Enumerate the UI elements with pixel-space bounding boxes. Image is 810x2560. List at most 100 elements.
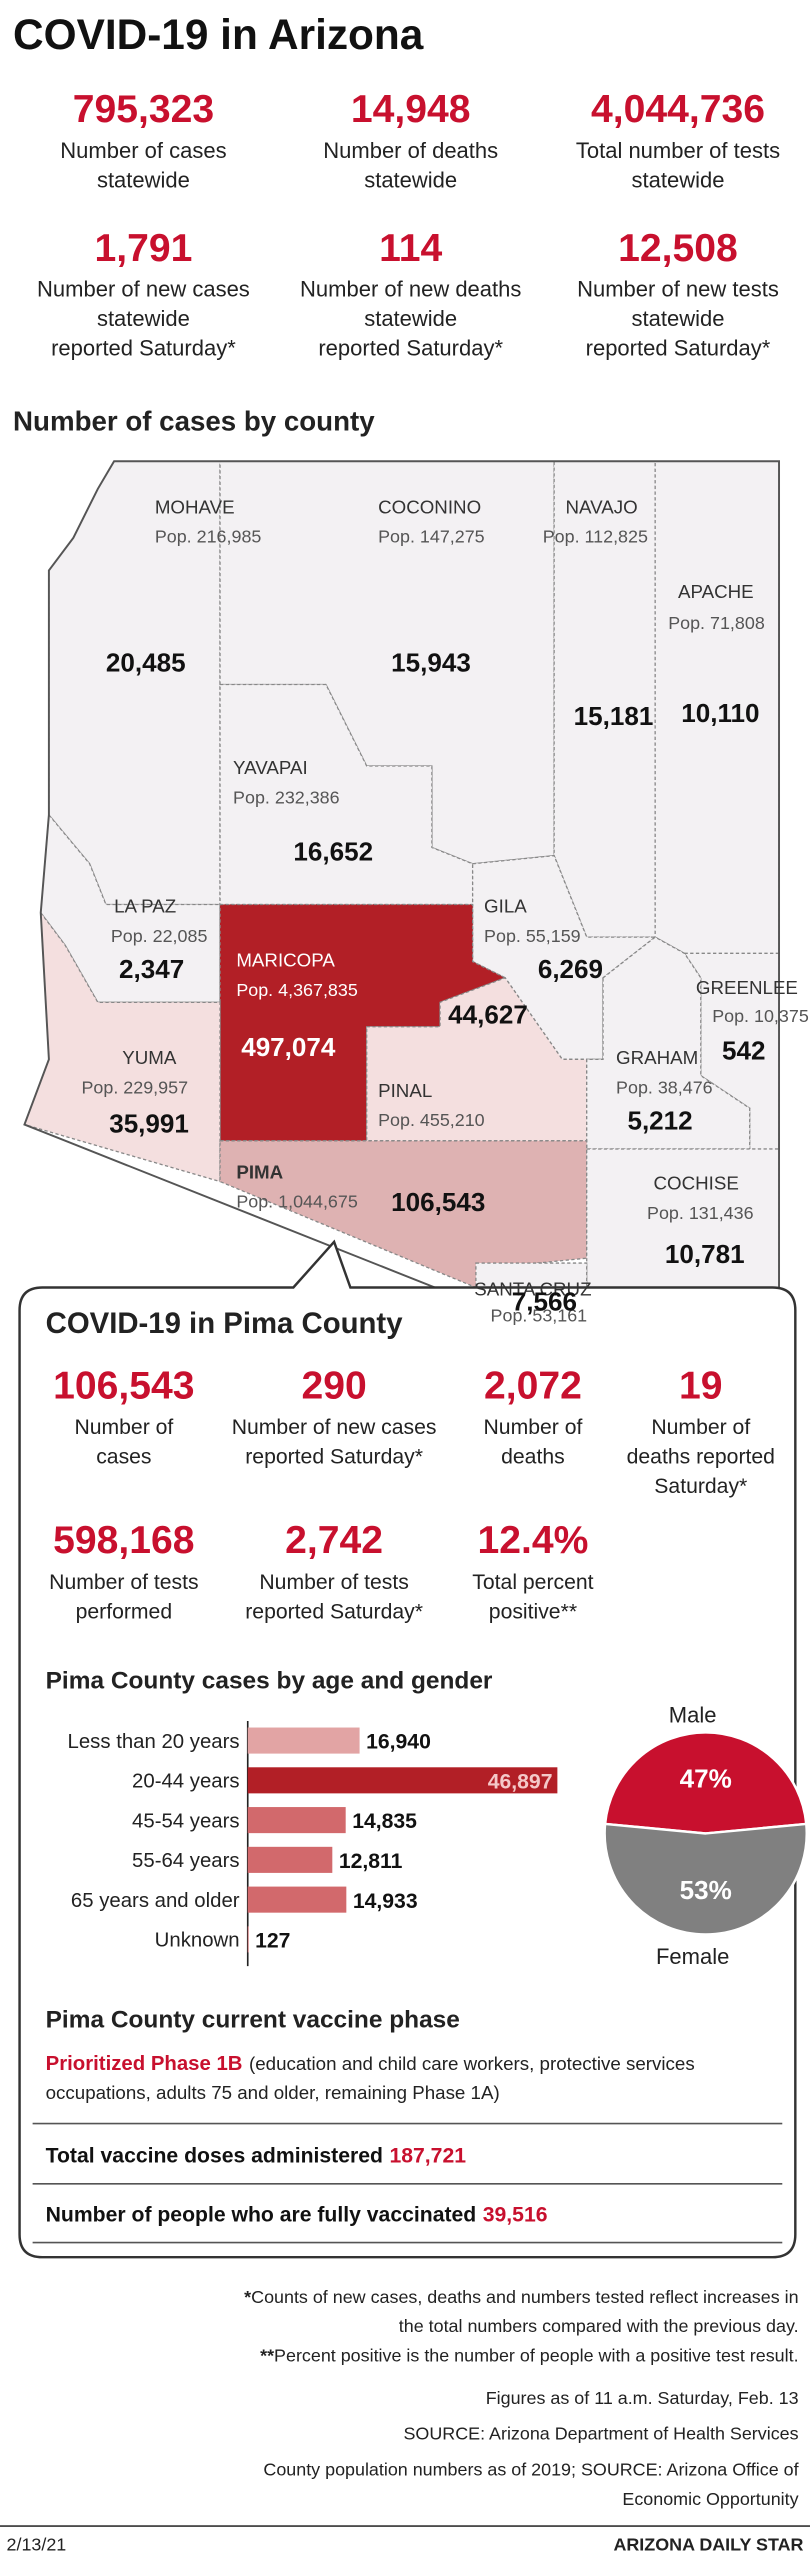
stat-label: reported Saturday* bbox=[318, 335, 503, 360]
bar bbox=[247, 1886, 347, 1913]
county-pop: Pop. 71,808 bbox=[668, 613, 765, 633]
pie-slice bbox=[603, 1822, 808, 1936]
stat-label: Number of new tests bbox=[577, 277, 779, 302]
pima-box bbox=[18, 1239, 797, 2259]
footnote-text: Counts of new cases, deaths and numbers … bbox=[251, 2287, 798, 2307]
county-name: SANTA CRUZ bbox=[474, 1279, 591, 1300]
bar bbox=[247, 1926, 249, 1953]
county-name: NAVAJO bbox=[566, 496, 638, 517]
bar-value-label: 46,897 bbox=[488, 1770, 553, 1793]
county-pop: Pop. 455,210 bbox=[378, 1110, 485, 1130]
phase-name: Prioritized Phase 1B bbox=[46, 2053, 243, 2075]
county-name: LA PAZ bbox=[114, 896, 176, 917]
stat-label: Number of bbox=[74, 1416, 173, 1439]
county-pop: Pop. 216,985 bbox=[155, 527, 262, 547]
stat-label: Number of new cases bbox=[37, 277, 250, 302]
county-name: COCONINO bbox=[378, 496, 481, 517]
stat-label: reported Saturday* bbox=[51, 335, 236, 360]
footnote-mark: ** bbox=[260, 2345, 274, 2365]
vaccine-value: 39,516 bbox=[483, 2203, 548, 2226]
county-pop: Pop. 1,044,675 bbox=[236, 1192, 358, 1212]
stat-value: 12.4% bbox=[477, 1519, 588, 1562]
bar bbox=[247, 1727, 360, 1754]
county-cases: 35,991 bbox=[109, 1109, 189, 1139]
stat-label: Number of tests bbox=[259, 1571, 408, 1594]
title: COVID-19 in Arizona bbox=[13, 11, 424, 58]
bar-category: 45-54 years bbox=[132, 1810, 240, 1832]
stat-label: statewide bbox=[97, 167, 190, 192]
footnote: **Percent positive is the number of peop… bbox=[260, 2345, 798, 2365]
county-pop: Pop. 38,476 bbox=[616, 1078, 713, 1098]
county-cases: 15,181 bbox=[574, 701, 654, 731]
bar-category: 20-44 years bbox=[132, 1771, 240, 1793]
stat-value: 598,168 bbox=[53, 1519, 194, 1562]
stat-label: Number of cases bbox=[60, 138, 226, 163]
stat-label: Saturday* bbox=[654, 1475, 747, 1498]
stat-label: Number of deaths bbox=[323, 138, 498, 163]
stat-value: 14,948 bbox=[351, 88, 471, 131]
county-pop: Pop. 232,386 bbox=[233, 787, 340, 807]
county-name: PIMA bbox=[236, 1161, 283, 1182]
stat-value: 4,044,736 bbox=[591, 88, 765, 131]
county-cases: 7,566 bbox=[512, 1286, 577, 1316]
bar-category: 55-64 years bbox=[132, 1850, 240, 1872]
county-pop: Pop. 55,159 bbox=[484, 926, 581, 946]
legend-label: Male bbox=[669, 1703, 717, 1728]
stat-value: 114 bbox=[379, 227, 442, 270]
bar-category: Less than 20 years bbox=[68, 1731, 240, 1753]
county-cases: 20,485 bbox=[106, 647, 186, 677]
bar-value-label: 12,811 bbox=[339, 1850, 403, 1873]
phase-note: (education and child care workers, prote… bbox=[249, 2053, 695, 2074]
bar-value-label: 14,933 bbox=[353, 1890, 418, 1913]
county-cases: 6,269 bbox=[538, 954, 603, 984]
stat-label: reported Saturday* bbox=[245, 1600, 423, 1623]
bar-value-label: 14,835 bbox=[352, 1810, 417, 1833]
county-pop: Pop. 22,085 bbox=[111, 926, 208, 946]
section-title: Number of cases by county bbox=[13, 405, 375, 436]
footnote-text: Percent positive is the number of people… bbox=[274, 2345, 799, 2365]
county-name: GRAHAM bbox=[616, 1047, 698, 1068]
county-area bbox=[219, 683, 474, 906]
county-cases: 106,543 bbox=[391, 1187, 485, 1217]
county-name: YUMA bbox=[122, 1047, 177, 1068]
chart-title: Pima County cases by age and gender bbox=[46, 1667, 493, 1694]
county-cases: 10,781 bbox=[665, 1239, 745, 1269]
vaccine-row: Total vaccine doses administered 187,721 bbox=[46, 2145, 467, 2168]
stat-label: deaths bbox=[501, 1446, 565, 1469]
county-cases: 497,074 bbox=[241, 1032, 336, 1062]
county-cases: 10,110 bbox=[681, 698, 759, 728]
county-name: COCHISE bbox=[654, 1173, 739, 1194]
pie-value-label: 47% bbox=[680, 1764, 732, 1794]
stat-label: statewide bbox=[632, 167, 725, 192]
county-cases: 16,652 bbox=[293, 837, 373, 867]
bar-value-label: 127 bbox=[255, 1930, 290, 1953]
bar bbox=[247, 1807, 346, 1834]
county-pop: Pop. 53,161 bbox=[491, 1306, 588, 1326]
county-cases: 5,212 bbox=[627, 1105, 692, 1135]
stat-label: Total percent bbox=[472, 1571, 593, 1594]
pie-value-label: 53% bbox=[680, 1875, 732, 1905]
county-area bbox=[586, 1148, 780, 1294]
stat-label: positive** bbox=[489, 1600, 577, 1623]
stat-label: reported Saturday* bbox=[245, 1446, 423, 1469]
county-pop: Pop. 10,375 bbox=[712, 1006, 809, 1026]
bar bbox=[247, 1846, 333, 1873]
county-area bbox=[40, 813, 221, 1003]
footer-source: ARIZONA DAILY STAR bbox=[613, 2535, 803, 2555]
county-pop: Pop. 147,275 bbox=[378, 527, 485, 547]
bar-value-label: 16,940 bbox=[366, 1731, 431, 1754]
county-name: GILA bbox=[484, 896, 527, 917]
stat-label: Number of bbox=[651, 1416, 750, 1439]
stat-value: 19 bbox=[679, 1364, 723, 1407]
county-name: APACHE bbox=[678, 581, 754, 602]
county-name: YAVAPAI bbox=[233, 757, 308, 778]
stat-value: 2,072 bbox=[484, 1364, 582, 1407]
county-area bbox=[586, 936, 751, 1150]
legend-label: Female bbox=[656, 1944, 729, 1969]
stat-value: 290 bbox=[301, 1364, 366, 1407]
stat-value: 106,543 bbox=[53, 1364, 194, 1407]
stat-label: statewide bbox=[364, 306, 457, 331]
footnote-text: the total numbers compared with the prev… bbox=[399, 2316, 799, 2336]
